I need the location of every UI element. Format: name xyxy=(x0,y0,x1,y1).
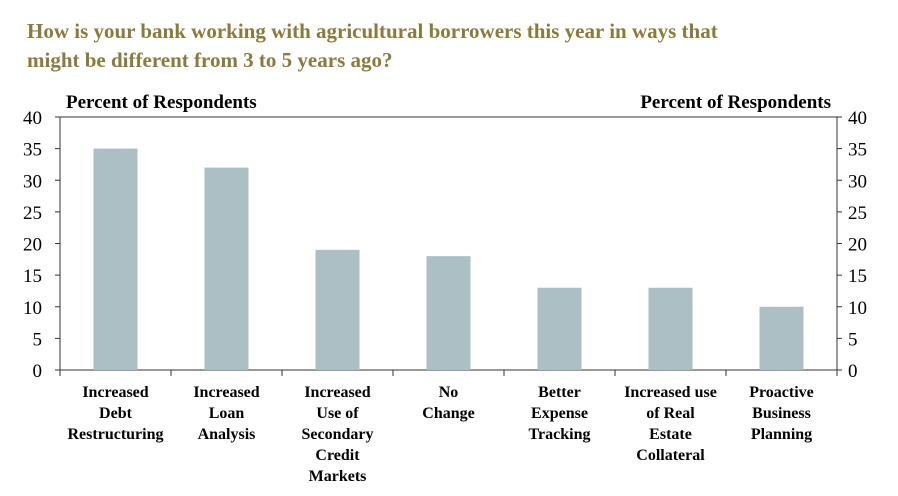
category-label: Debt xyxy=(99,405,133,422)
right-tick-label: 40 xyxy=(848,108,867,129)
category-label: Loan xyxy=(209,405,245,422)
category-label: Increased xyxy=(82,384,148,401)
right-tick-label: 0 xyxy=(848,361,858,382)
chart-title-line-2: might be different from 3 to 5 years ago… xyxy=(27,48,393,72)
category-label: Business xyxy=(752,405,811,422)
right-tick-label: 15 xyxy=(848,266,867,287)
category-label: Analysis xyxy=(198,426,256,443)
category-label: Restructuring xyxy=(68,426,164,443)
category-label: Change xyxy=(422,405,474,422)
bar xyxy=(426,256,471,370)
category-label: Markets xyxy=(309,468,367,485)
category-label: Proactive xyxy=(749,384,814,401)
category-label: Expense xyxy=(531,405,588,422)
category-label: Better xyxy=(538,384,581,401)
right-axis-title: Percent of Respondents xyxy=(640,92,831,113)
right-tick-label: 10 xyxy=(848,298,867,319)
right-tick-label: 25 xyxy=(848,203,867,224)
category-label: Increased xyxy=(304,384,370,401)
left-tick-label: 40 xyxy=(23,108,42,129)
category-label: Estate xyxy=(649,426,692,443)
right-y-axis: 0 5 10 15 20 25 30 35 40 xyxy=(837,108,867,382)
category-label: Increased use xyxy=(624,384,717,401)
right-tick-label: 20 xyxy=(848,235,867,256)
left-tick-label: 10 xyxy=(23,298,42,319)
category-label: of Real xyxy=(646,405,695,422)
left-tick-label: 20 xyxy=(23,235,42,256)
left-tick-label: 0 xyxy=(33,361,43,382)
bar xyxy=(759,306,804,370)
x-axis-labels: Increased Debt Restructuring Increased Loan A… xyxy=(68,384,814,485)
left-tick-label: 30 xyxy=(23,171,42,192)
category-label: Planning xyxy=(751,426,812,443)
category-label: Tracking xyxy=(529,426,591,443)
left-tick-label: 5 xyxy=(33,329,43,350)
category-label: Credit xyxy=(315,447,360,464)
left-axis-title: Percent of Respondents xyxy=(66,92,257,113)
left-y-axis: 0 5 10 15 20 25 30 35 40 xyxy=(23,108,60,382)
chart-title: How is your bank working with agricultur… xyxy=(27,17,867,75)
bar xyxy=(537,287,582,370)
bar xyxy=(93,148,138,370)
chart-title-line-1: How is your bank working with agricultur… xyxy=(27,19,718,43)
right-tick-label: 30 xyxy=(848,171,867,192)
category-label: Collateral xyxy=(636,447,705,464)
category-label: Use of xyxy=(316,405,359,422)
left-tick-label: 15 xyxy=(23,266,42,287)
right-tick-label: 5 xyxy=(848,329,858,350)
left-tick-label: 25 xyxy=(23,203,42,224)
category-label: Secondary xyxy=(302,426,374,443)
left-tick-label: 35 xyxy=(23,140,42,161)
right-tick-label: 35 xyxy=(848,140,867,161)
category-label: No xyxy=(439,384,459,401)
bar xyxy=(204,167,249,370)
category-label: Increased xyxy=(193,384,259,401)
bar xyxy=(315,249,360,370)
bars xyxy=(93,148,804,370)
bar xyxy=(648,287,693,370)
